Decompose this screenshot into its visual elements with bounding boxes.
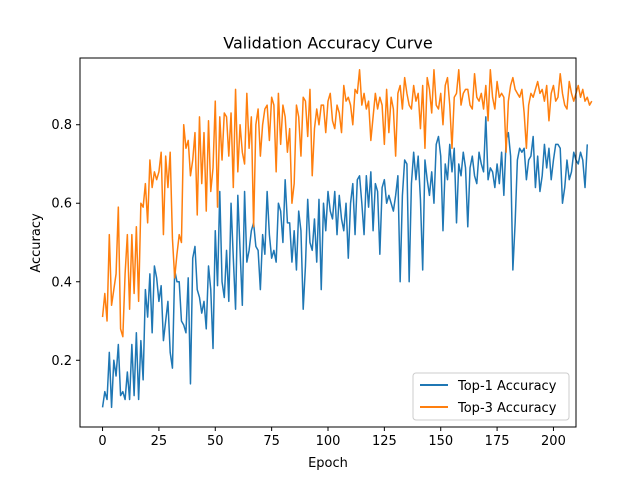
legend: Top-1 Accuracy Top-3 Accuracy (412, 372, 570, 421)
x-tick-label: 100 (316, 434, 341, 449)
x-tick-label: 200 (541, 434, 566, 449)
y-axis-label: Accuracy (29, 213, 44, 273)
x-tick-label: 175 (485, 434, 510, 449)
y-tick-label: 0.8 (51, 118, 72, 133)
x-axis-label: Epoch (308, 456, 348, 471)
x-tick-label: 25 (151, 434, 168, 449)
x-tick-label: 0 (98, 434, 106, 449)
plot-area (79, 57, 593, 428)
y-tick-label: 0.2 (51, 354, 72, 369)
legend-label-top3: Top-3 Accuracy (457, 401, 557, 416)
legend-box (412, 372, 570, 421)
x-axis: 0 25 50 75 100 125 150 175 200 (98, 427, 566, 449)
series-layer (101, 69, 593, 409)
y-axis: 0.2 0.4 0.6 0.8 (51, 118, 80, 369)
x-tick-label: 75 (263, 434, 280, 449)
y-tick-label: 0.4 (51, 275, 72, 290)
plot-background (80, 58, 576, 427)
series-line-top3 (101, 69, 593, 338)
y-tick-label: 0.6 (51, 197, 72, 212)
chart-title: Validation Accuracy Curve (223, 34, 432, 53)
x-tick-label: 125 (372, 434, 397, 449)
x-tick-label: 150 (428, 434, 453, 449)
legend-label-top1: Top-1 Accuracy (457, 379, 557, 394)
x-tick-label: 50 (207, 434, 224, 449)
